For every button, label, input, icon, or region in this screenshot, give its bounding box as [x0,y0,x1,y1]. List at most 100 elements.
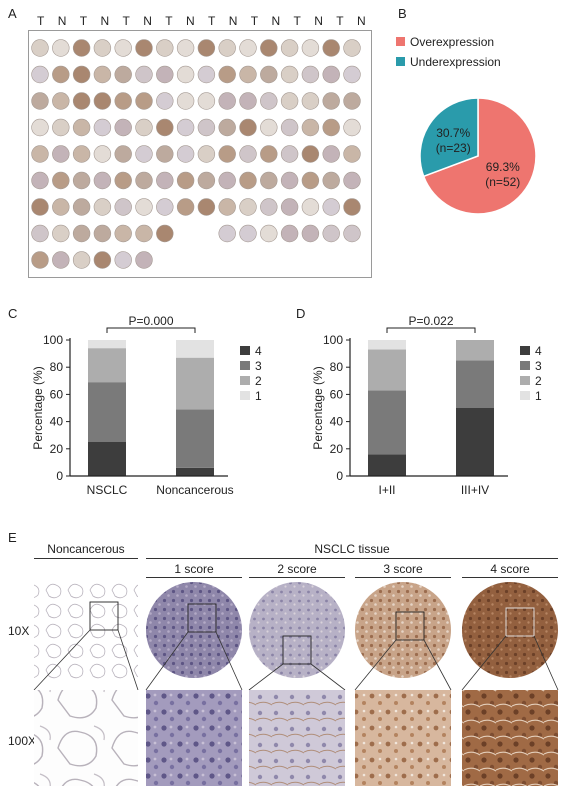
tma-core [156,65,174,84]
tma-core [197,92,216,110]
x-tick-label: I+II [378,483,395,497]
tma-core [176,171,195,190]
score-underline-4 [462,577,558,578]
tma-core [31,92,49,110]
column-label: T [37,14,45,28]
tma-core [114,65,132,84]
tma-core [280,171,299,190]
image-noncancerous-10x [34,582,138,680]
tma-core [93,224,112,243]
x-tick-label: III+IV [461,483,489,497]
x-tick-label: NSCLC [87,483,128,497]
tma-core [343,39,361,57]
score-label-4: 4 score [490,562,530,576]
score-label-2: 2 score [277,562,317,576]
tma-core [301,171,320,190]
bar-segment-3 [176,409,214,468]
column-label: T [165,14,173,28]
column-label: N [271,14,281,28]
tma-core [114,251,132,269]
bar-segment-3 [456,360,494,408]
tma-core [218,65,236,84]
legend-swatch [520,361,530,370]
panel-e-header-underline-left [34,558,138,559]
tma-core [135,145,153,163]
tma-core [239,198,257,216]
bar-segment-2 [456,340,494,361]
tma-core [176,65,195,84]
tma-core [135,39,153,57]
bar-segment-4 [176,467,214,476]
pie-slice-underexpression [419,97,479,178]
bar-segment-4 [88,442,126,476]
legend-label: 4 [535,344,542,358]
tma-core [176,39,195,57]
panel-d-stacked-bar-chart: Percentage (%) 0 20 40 60 80 100 I+II III+IV P=0.… [311,314,542,497]
column-label: N [356,14,366,28]
image-score-4-100x [462,690,558,786]
score-underline-3 [355,577,451,578]
tma-core [239,171,257,190]
y-tick-label: 60 [50,387,64,401]
legend-swatch [396,37,405,46]
core-score-4-10x [462,582,558,678]
row-label-10x: 10X [8,624,30,638]
legend-label: 4 [255,344,262,358]
tma-core [31,145,49,163]
bar-segment-1 [368,340,406,350]
tma-core [93,198,112,216]
tma-core [322,145,340,163]
column-label: T [250,14,259,28]
panel-a-tissue-microarray [28,30,372,278]
legend-swatch [240,376,250,385]
tma-core [301,224,320,243]
tma-core [72,118,91,137]
tma-core [114,198,132,216]
bar-segment-1 [176,340,214,358]
tma-core [93,92,112,110]
tma-core [156,92,174,110]
zoom-box-score-1 [187,603,217,633]
tma-core [52,92,70,110]
tma-core [114,145,132,163]
tma-core [31,224,49,243]
panel-a-letter: A [8,6,17,21]
bar-segment-3 [88,382,126,442]
column-label: N [314,14,323,28]
tma-core [301,92,320,110]
tma-core [156,224,174,243]
bar-segment-4 [368,454,406,476]
tma-core [197,39,216,57]
y-tick-label: 20 [50,442,64,456]
column-label: N [228,14,238,28]
legend-label: 2 [535,374,542,388]
bar-segment-3 [368,390,406,455]
legend-swatch [520,376,530,385]
tma-core [135,65,153,84]
tma-core [280,39,299,57]
y-tick-label: 80 [330,360,344,374]
tma-core [52,145,70,163]
tma-core [260,198,278,216]
image-noncancerous-100x [34,690,138,786]
tma-core [93,145,112,163]
y-tick-label: 100 [323,333,343,347]
core-score-1-10x [146,582,242,678]
pie-slice-percent-label: 30.7% [436,126,470,140]
tma-core [197,145,216,163]
panel-e-header-nsclc: NSCLC tissue [314,542,390,556]
tma-core [260,224,278,243]
legend-swatch [240,346,250,355]
tma-core [93,171,112,190]
panel-c-letter: C [8,306,18,321]
tma-core [260,65,278,84]
tma-core [301,39,320,57]
tma-core [156,198,174,216]
tma-core [72,251,91,269]
tma-core [31,171,49,190]
column-label: N [185,14,195,28]
pie-slice-n-label: (n=23) [436,141,471,155]
tma-core [72,92,91,110]
tma-core [343,65,361,84]
tma-core [322,39,340,57]
